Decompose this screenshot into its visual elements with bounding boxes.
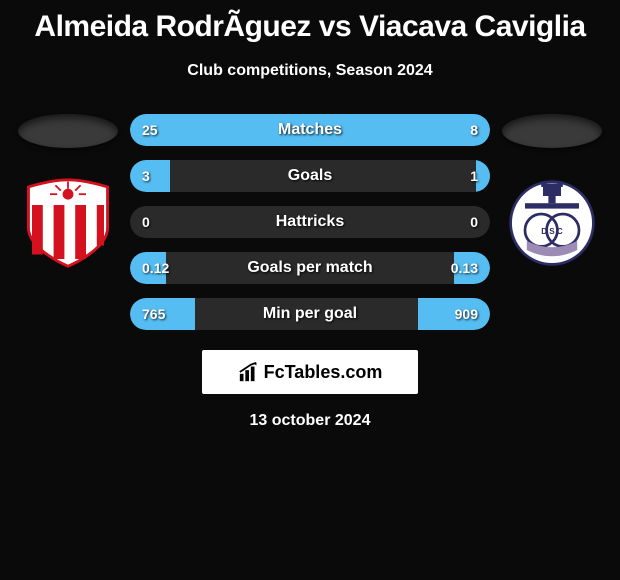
right-player-placeholder [502,114,602,148]
page-title: Almeida RodrÃ­guez vs Viacava Caviglia [0,0,620,44]
brand-text: FcTables.com [264,362,383,383]
stats-column: 258Matches 31Goals 00Hattricks 0.120.13Goal… [130,114,490,330]
svg-text:D S C: D S C [541,227,563,236]
comparison-row: 258Matches 31Goals 00Hattricks 0.120.13Goal… [0,114,620,330]
stat-label: Min per goal [130,298,490,330]
left-team-crest [23,178,113,268]
subtitle: Club competitions, Season 2024 [0,62,620,80]
right-team-col: D S C [502,114,602,268]
stat-bar: 31Goals [130,160,490,192]
stat-bar: 765909Min per goal [130,298,490,330]
right-team-crest: D S C [507,178,597,268]
stat-label: Goals per match [130,252,490,284]
left-player-placeholder [18,114,118,148]
left-team-col [18,114,118,268]
stat-label: Hattricks [130,206,490,238]
stat-bar: 0.120.13Goals per match [130,252,490,284]
brand-box[interactable]: FcTables.com [202,350,418,394]
stat-label: Goals [130,160,490,192]
brand-chart-icon [238,361,260,383]
stat-label: Matches [130,114,490,146]
stat-bar: 258Matches [130,114,490,146]
date-text: 13 october 2024 [0,412,620,430]
stat-bar: 00Hattricks [130,206,490,238]
